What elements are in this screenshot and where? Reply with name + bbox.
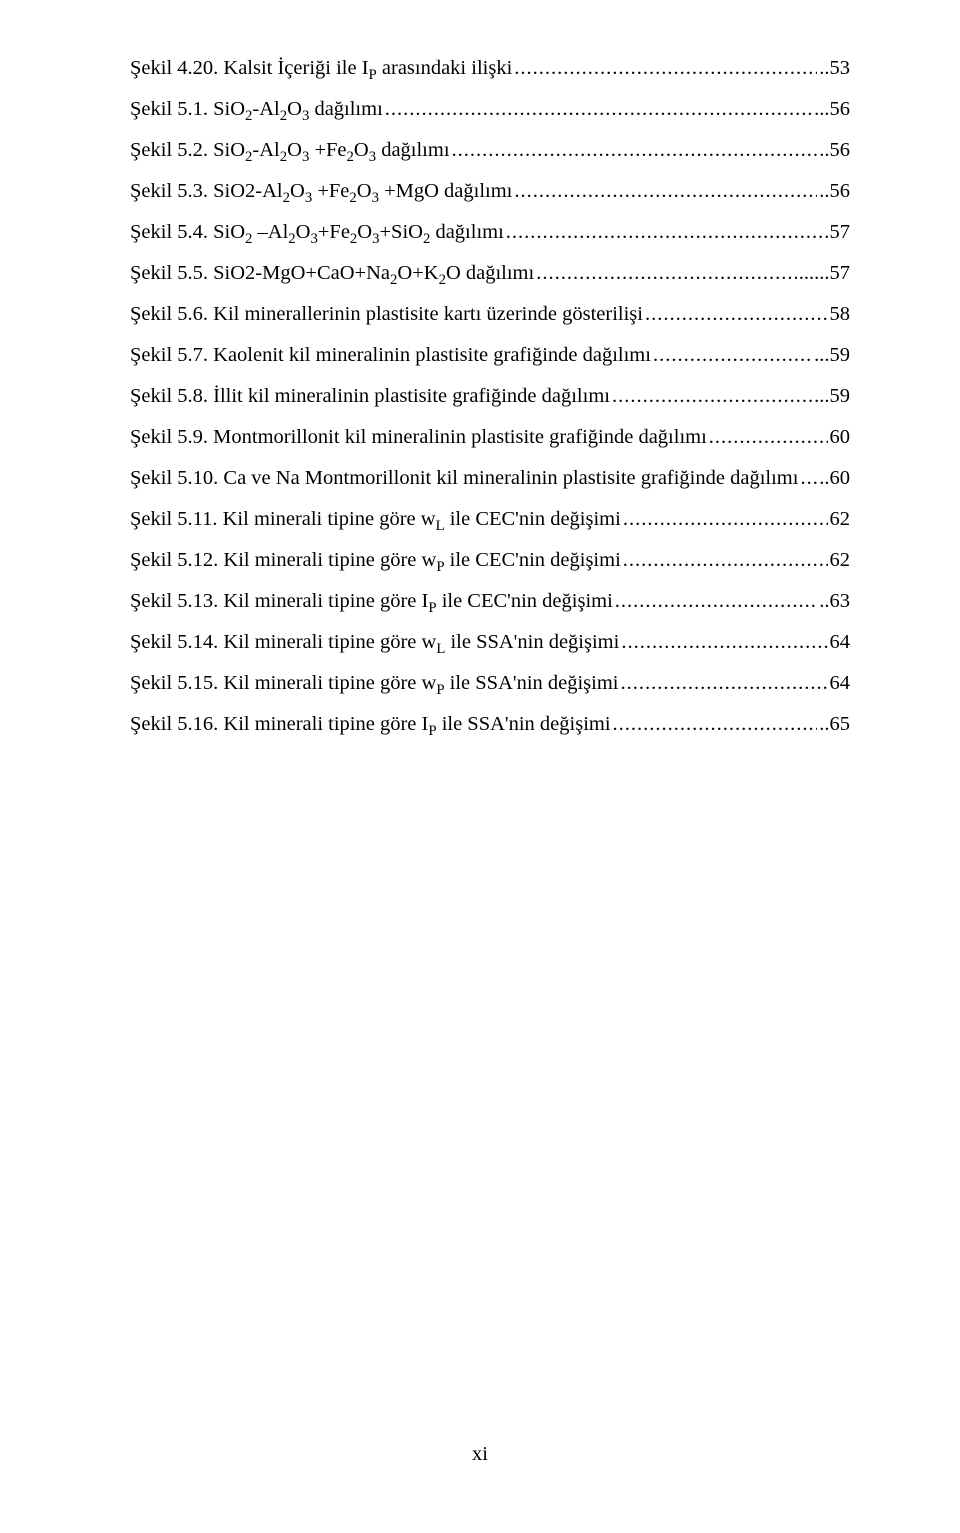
toc-dot-leader bbox=[385, 89, 812, 130]
toc-entry-label: Şekil 5.12. Kil minerali tipine göre wP … bbox=[130, 540, 621, 581]
toc-entry-page: ..56 bbox=[819, 130, 850, 171]
toc-entry: Şekil 5.6. Kil minerallerinin plastisite… bbox=[130, 294, 850, 335]
toc-dot-leader bbox=[800, 458, 817, 499]
toc-entry-page: ..60 bbox=[819, 458, 850, 499]
toc-entry-label: Şekil 5.1. SiO2-Al2O3 dağılımı bbox=[130, 89, 383, 130]
toc-entry-page: ..63 bbox=[819, 581, 850, 622]
toc-dot-leader bbox=[645, 294, 828, 335]
toc-entry: Şekil 5.16. Kil minerali tipine göre IP … bbox=[130, 704, 850, 745]
toc-entry: Şekil 5.11. Kil minerali tipine göre wL … bbox=[130, 499, 850, 540]
toc-dot-leader bbox=[623, 499, 828, 540]
toc-entry: Şekil 5.13. Kil minerali tipine göre IP … bbox=[130, 581, 850, 622]
toc-entry: Şekil 5.2. SiO2-Al2O3 +Fe2O3 dağılımı ..5… bbox=[130, 130, 850, 171]
toc-entry-label: Şekil 5.6. Kil minerallerinin plastisite… bbox=[130, 294, 643, 335]
toc-entry: Şekil 5.12. Kil minerali tipine göre wP … bbox=[130, 540, 850, 581]
toc-entry-label: Şekil 5.9. Montmorillonit kil mineralini… bbox=[130, 417, 707, 458]
toc-dot-leader bbox=[621, 622, 827, 663]
toc-entry: Şekil 5.7. Kaolenit kil mineralinin plas… bbox=[130, 335, 850, 376]
toc-entry: Şekil 5.3. SiO2-Al2O3 +Fe2O3 +MgO dağılı… bbox=[130, 171, 850, 212]
toc-entry: Şekil 5.15. Kil minerali tipine göre wP … bbox=[130, 663, 850, 704]
toc-entry-label: Şekil 5.14. Kil minerali tipine göre wL … bbox=[130, 622, 619, 663]
toc-dot-leader bbox=[612, 376, 812, 417]
toc-dot-leader bbox=[621, 663, 828, 704]
toc-entry-label: Şekil 5.10. Ca ve Na Montmorillonit kil … bbox=[130, 458, 798, 499]
toc-entry-label: Şekil 5.16. Kil minerali tipine göre IP … bbox=[130, 704, 611, 745]
toc-entry-page: ..65 bbox=[819, 704, 850, 745]
toc-entry-page: 62 bbox=[830, 540, 851, 581]
toc-entry-page: ...59 bbox=[814, 335, 850, 376]
toc-dot-leader bbox=[452, 130, 818, 171]
toc-entry-page: ......57 bbox=[799, 253, 850, 294]
toc-entry-page: 62 bbox=[830, 499, 851, 540]
list-of-figures: Şekil 4.20. Kalsit İçeriği ile IP arasın… bbox=[130, 48, 850, 745]
toc-entry-label: Şekil 5.7. Kaolenit kil mineralinin plas… bbox=[130, 335, 651, 376]
toc-entry-label: Şekil 5.11. Kil minerali tipine göre wL … bbox=[130, 499, 621, 540]
page: Şekil 4.20. Kalsit İçeriği ile IP arasın… bbox=[0, 0, 960, 1533]
toc-entry-label: Şekil 4.20. Kalsit İçeriği ile IP arasın… bbox=[130, 48, 512, 89]
toc-entry: Şekil 5.9. Montmorillonit kil mineralini… bbox=[130, 417, 850, 458]
page-number-footer: xi bbox=[0, 1434, 960, 1475]
toc-entry-label: Şekil 5.3. SiO2-Al2O3 +Fe2O3 +MgO dağılı… bbox=[130, 171, 512, 212]
toc-entry: Şekil 5.8. İllit kil mineralinin plastis… bbox=[130, 376, 850, 417]
toc-dot-leader bbox=[623, 540, 828, 581]
toc-dot-leader bbox=[536, 253, 797, 294]
toc-entry-label: Şekil 5.2. SiO2-Al2O3 +Fe2O3 dağılımı bbox=[130, 130, 450, 171]
toc-dot-leader bbox=[613, 704, 818, 745]
toc-entry-page: ..53 bbox=[819, 48, 850, 89]
toc-entry-page: ...59 bbox=[814, 376, 850, 417]
toc-entry: Şekil 5.14. Kil minerali tipine göre wL … bbox=[130, 622, 850, 663]
toc-entry: Şekil 5.1. SiO2-Al2O3 dağılımı ...56 bbox=[130, 89, 850, 130]
toc-dot-leader bbox=[653, 335, 812, 376]
toc-entry-page: ..56 bbox=[819, 171, 850, 212]
toc-entry-page: 57 bbox=[830, 212, 851, 253]
toc-dot-leader bbox=[615, 581, 817, 622]
toc-entry: Şekil 5.10. Ca ve Na Montmorillonit kil … bbox=[130, 458, 850, 499]
toc-entry-page: 64 bbox=[830, 663, 851, 704]
toc-entry-label: Şekil 5.13. Kil minerali tipine göre IP … bbox=[130, 581, 613, 622]
toc-entry-label: Şekil 5.5. SiO2-MgO+CaO+Na2O+K2O dağılım… bbox=[130, 253, 534, 294]
toc-dot-leader bbox=[514, 48, 817, 89]
toc-entry-label: Şekil 5.15. Kil minerali tipine göre wP … bbox=[130, 663, 619, 704]
toc-entry-label: Şekil 5.8. İllit kil mineralinin plastis… bbox=[130, 376, 610, 417]
toc-entry: Şekil 4.20. Kalsit İçeriği ile IP arasın… bbox=[130, 48, 850, 89]
toc-entry-page: 64 bbox=[830, 622, 851, 663]
toc-entry-page: 58 bbox=[830, 294, 851, 335]
toc-dot-leader bbox=[514, 171, 817, 212]
toc-entry-page: 60 bbox=[830, 417, 851, 458]
toc-dot-leader bbox=[506, 212, 828, 253]
toc-dot-leader bbox=[709, 417, 828, 458]
toc-entry-page: ...56 bbox=[814, 89, 850, 130]
toc-entry: Şekil 5.5. SiO2-MgO+CaO+Na2O+K2O dağılım… bbox=[130, 253, 850, 294]
toc-entry: Şekil 5.4. SiO2 –Al2O3+Fe2O3+SiO2 dağılı… bbox=[130, 212, 850, 253]
toc-entry-label: Şekil 5.4. SiO2 –Al2O3+Fe2O3+SiO2 dağılı… bbox=[130, 212, 504, 253]
